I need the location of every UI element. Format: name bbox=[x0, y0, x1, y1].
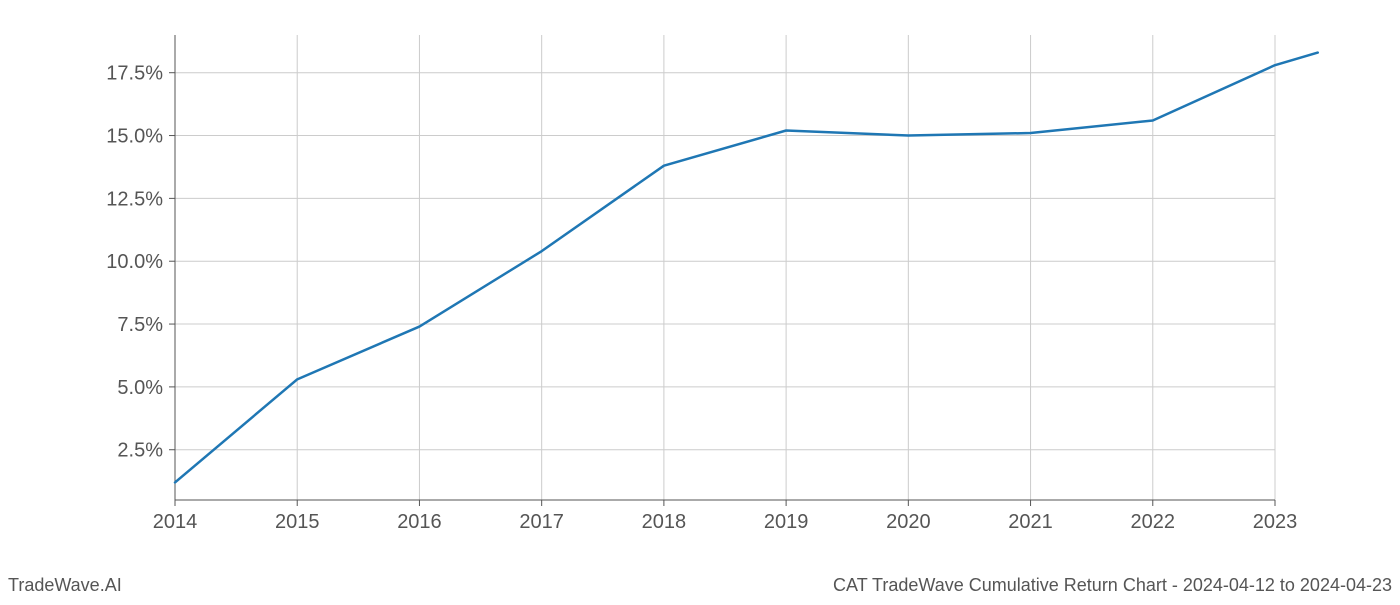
x-tick-label: 2022 bbox=[1131, 511, 1176, 533]
y-tick-label: 10.0% bbox=[106, 251, 163, 273]
x-tick-label: 2015 bbox=[275, 511, 320, 533]
chart-container: 2014 2015 2016 2017 2018 2019 2020 2021 2022 2023… bbox=[0, 0, 1400, 600]
footer-left-text: TradeWave.AI bbox=[8, 575, 122, 596]
x-tick-label: 2017 bbox=[519, 511, 564, 533]
x-tick-label: 2014 bbox=[153, 511, 198, 533]
x-tick-label: 2018 bbox=[642, 511, 687, 533]
x-tick-label: 2021 bbox=[1008, 511, 1053, 533]
x-tick-label: 2023 bbox=[1253, 511, 1298, 533]
line-chart: 2014 2015 2016 2017 2018 2019 2020 2021 2022 2023… bbox=[0, 0, 1400, 600]
x-tick-label: 2020 bbox=[886, 511, 931, 533]
y-tick-label: 7.5% bbox=[117, 314, 163, 336]
footer: TradeWave.AI CAT TradeWave Cumulative Re… bbox=[0, 575, 1400, 596]
x-tick-label: 2019 bbox=[764, 511, 809, 533]
y-tick-label: 15.0% bbox=[106, 126, 163, 148]
footer-right-text: CAT TradeWave Cumulative Return Chart - … bbox=[833, 575, 1392, 596]
y-tick-label: 12.5% bbox=[106, 188, 163, 210]
y-tick-label: 5.0% bbox=[117, 377, 163, 399]
x-tick-label: 2016 bbox=[397, 511, 442, 533]
y-tick-label: 2.5% bbox=[117, 440, 163, 462]
y-tick-label: 17.5% bbox=[106, 63, 163, 85]
